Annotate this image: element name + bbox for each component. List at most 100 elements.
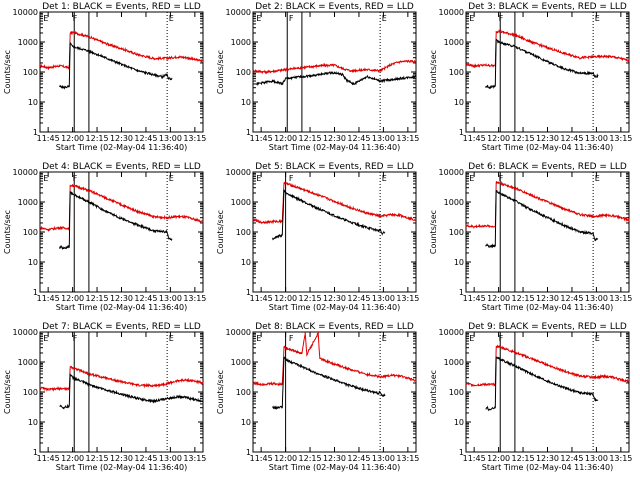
x-tick-label: 13:15 xyxy=(396,294,419,303)
y-tick-label: 1 xyxy=(33,448,38,457)
y-tick-label: 1 xyxy=(246,448,251,457)
marker-label: F xyxy=(499,334,504,343)
marker-label: E xyxy=(595,14,600,23)
lld-series-line xyxy=(465,180,630,230)
panel-title: Det 9: BLACK = Events, RED = LLD xyxy=(468,322,627,332)
panel-title: Det 8: BLACK = Events, RED = LLD xyxy=(255,322,414,332)
x-tick-label: 12:00 xyxy=(274,134,297,143)
marker-label: E xyxy=(43,14,48,23)
panel-title: Det 4: BLACK = Events, RED = LLD xyxy=(42,162,201,172)
x-tick-label: 13:00 xyxy=(585,294,608,303)
y-tick-label: 1 xyxy=(33,288,38,297)
marker-label: E xyxy=(256,14,261,23)
x-tick-label: 11:45 xyxy=(463,454,486,463)
x-axis-label: Start Time (02-May-04 11:36:40) xyxy=(482,143,613,152)
x-tick-label: 13:00 xyxy=(585,134,608,143)
x-tick-label: 13:15 xyxy=(609,294,632,303)
lld-series-line xyxy=(39,183,204,232)
x-tick-label: 12:30 xyxy=(536,454,559,463)
y-tick-label: 10 xyxy=(28,418,38,427)
y-tick-label: 1000 xyxy=(444,198,464,207)
marker-label: E xyxy=(256,334,261,343)
x-tick-label: 12:30 xyxy=(323,454,346,463)
x-tick-label: 12:45 xyxy=(134,134,157,143)
y-tick-label: 10000 xyxy=(13,8,38,17)
plot-frame xyxy=(465,11,630,133)
x-tick-label: 11:45 xyxy=(250,454,273,463)
x-axis-label: Start Time (02-May-04 11:36:40) xyxy=(56,463,187,472)
x-axis-label: Start Time (02-May-04 11:36:40) xyxy=(269,463,400,472)
plot-frame xyxy=(39,171,204,293)
y-tick-label: 10 xyxy=(28,98,38,107)
panel-det-7: Det 7: BLACK = Events, RED = LLD 1 10 100 10… xyxy=(3,322,206,472)
x-tick-label: 12:45 xyxy=(134,294,157,303)
y-tick-label: 100 xyxy=(23,68,38,77)
x-tick-label: 12:15 xyxy=(86,294,109,303)
marker-label: E xyxy=(469,334,474,343)
y-tick-label: 1 xyxy=(459,288,464,297)
panel-det-2: Det 2: BLACK = Events, RED = LLD 1 10 100 10… xyxy=(216,2,419,152)
x-tick-label: 13:00 xyxy=(372,134,395,143)
y-tick-label: 1 xyxy=(33,128,38,137)
plot-frame xyxy=(465,171,630,293)
panel-det-9: Det 9: BLACK = Events, RED = LLD 1 10 100 10… xyxy=(429,322,632,472)
y-tick-label: 100 xyxy=(449,68,464,77)
plot-frame xyxy=(39,11,204,133)
marker-label: E xyxy=(43,334,48,343)
y-tick-label: 1000 xyxy=(18,38,38,47)
events-series-line xyxy=(256,70,417,86)
x-tick-label: 12:00 xyxy=(487,294,510,303)
lld-series-line xyxy=(252,332,417,387)
marker-label: F xyxy=(289,334,294,343)
y-tick-label: 1000 xyxy=(18,358,38,367)
x-tick-label: 13:00 xyxy=(372,294,395,303)
y-axis-label: Counts/sec xyxy=(429,370,438,414)
x-tick-label: 12:00 xyxy=(61,454,84,463)
x-tick-label: 13:15 xyxy=(396,454,419,463)
x-tick-label: 13:00 xyxy=(585,454,608,463)
panel-title: Det 2: BLACK = Events, RED = LLD xyxy=(255,2,414,12)
x-axis-label: Start Time (02-May-04 11:36:40) xyxy=(269,143,400,152)
x-tick-label: 12:30 xyxy=(536,134,559,143)
y-tick-label: 100 xyxy=(449,388,464,397)
y-tick-label: 10 xyxy=(454,418,464,427)
y-axis-label: Counts/sec xyxy=(3,370,12,414)
y-tick-label: 100 xyxy=(449,228,464,237)
events-series-line xyxy=(59,42,173,90)
x-tick-label: 11:45 xyxy=(463,134,486,143)
x-tick-label: 12:30 xyxy=(323,134,346,143)
marker-label: F xyxy=(73,334,78,343)
y-tick-label: 1000 xyxy=(444,38,464,47)
y-tick-label: 100 xyxy=(236,228,251,237)
panel-title: Det 7: BLACK = Events, RED = LLD xyxy=(42,322,201,332)
panel-title: Det 1: BLACK = Events, RED = LLD xyxy=(42,2,201,12)
y-tick-label: 10000 xyxy=(13,168,38,177)
marker-label: F xyxy=(73,174,78,183)
x-tick-label: 11:45 xyxy=(37,134,60,143)
marker-label: F xyxy=(289,14,294,23)
plot-frame xyxy=(39,331,204,453)
events-series-line xyxy=(485,356,599,412)
y-tick-label: 100 xyxy=(23,388,38,397)
y-tick-label: 10 xyxy=(241,418,251,427)
x-axis-label: Start Time (02-May-04 11:36:40) xyxy=(482,463,613,472)
lld-series-line xyxy=(465,344,630,388)
x-tick-label: 11:45 xyxy=(250,134,273,143)
x-tick-label: 12:30 xyxy=(323,294,346,303)
x-tick-label: 11:45 xyxy=(250,294,273,303)
marker-label: F xyxy=(499,14,504,23)
x-tick-label: 13:00 xyxy=(372,454,395,463)
x-tick-label: 12:30 xyxy=(110,134,133,143)
events-series-line xyxy=(59,372,204,410)
marker-label: E xyxy=(382,334,387,343)
x-tick-label: 12:45 xyxy=(347,454,370,463)
plot-frame xyxy=(252,171,417,293)
x-tick-label: 12:30 xyxy=(536,294,559,303)
lld-series-line xyxy=(465,29,630,69)
y-tick-label: 1000 xyxy=(231,38,251,47)
panel-det-4: Det 4: BLACK = Events, RED = LLD 1 10 100 10… xyxy=(3,162,206,312)
y-tick-label: 10000 xyxy=(226,328,251,337)
lld-series-line xyxy=(252,59,417,75)
x-tick-label: 13:15 xyxy=(396,134,419,143)
x-tick-label: 12:00 xyxy=(274,454,297,463)
